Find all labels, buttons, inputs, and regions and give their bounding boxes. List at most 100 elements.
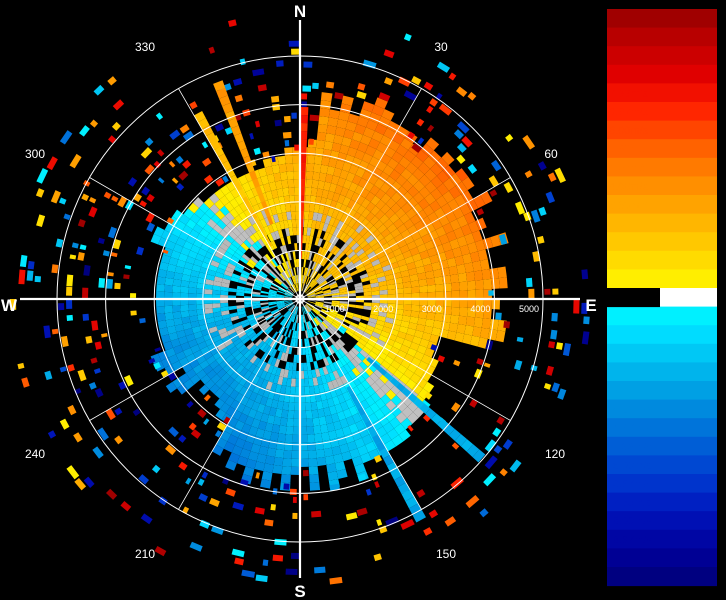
echo-cell	[340, 366, 348, 376]
legend-swatch	[607, 306, 717, 326]
echo-cell	[384, 208, 396, 219]
echo-cell	[312, 82, 319, 90]
echo-cell	[392, 132, 405, 145]
echo-cell	[248, 331, 257, 340]
echo-cell	[331, 300, 340, 304]
echo-cell	[327, 207, 335, 217]
echo-cell	[265, 345, 272, 355]
echo-cell	[288, 227, 294, 236]
echo-cell	[259, 396, 268, 406]
echo-cell	[331, 445, 342, 456]
echo-cell	[253, 435, 263, 446]
echo-cell	[251, 401, 260, 412]
echo-cell	[250, 320, 259, 327]
echo-cell	[216, 368, 227, 379]
echo-cell	[342, 318, 352, 325]
echo-cell	[278, 334, 284, 343]
echo-cell	[220, 306, 229, 312]
echo-cell	[283, 219, 289, 229]
echo-cell	[334, 126, 346, 137]
echo-cell	[289, 203, 296, 212]
echo-cell	[399, 244, 410, 254]
echo-cell	[302, 470, 309, 477]
echo-cell	[272, 554, 284, 562]
echo-cell	[289, 394, 295, 403]
echo-cell	[308, 311, 315, 320]
echo-cell	[306, 227, 312, 236]
echo-cell	[228, 243, 238, 252]
echo-cell	[279, 368, 286, 378]
echo-cell	[312, 212, 319, 221]
echo-cell	[406, 261, 416, 271]
echo-cell	[229, 389, 240, 400]
echo-cell	[239, 256, 249, 265]
echo-cell	[284, 295, 293, 298]
echo-cell	[268, 293, 277, 297]
echo-cell	[222, 350, 232, 360]
echo-cell	[214, 123, 225, 132]
echo-cell	[51, 328, 59, 335]
echo-cell	[318, 116, 329, 126]
echo-cell	[342, 234, 351, 244]
echo-cell	[230, 335, 240, 343]
echo-cell	[551, 312, 558, 322]
echo-cell	[197, 341, 208, 350]
echo-cell	[403, 235, 415, 245]
echo-cell	[399, 374, 411, 385]
echo-cell	[365, 266, 375, 274]
echo-cell	[423, 527, 433, 536]
echo-cell	[335, 340, 343, 349]
echo-cell	[332, 247, 341, 256]
echo-cell	[333, 420, 343, 431]
echo-cell	[256, 329, 265, 337]
echo-cell	[375, 398, 386, 410]
echo-cell	[267, 364, 275, 374]
echo-cell	[183, 208, 195, 220]
echo-cell	[354, 285, 364, 291]
echo-cell	[234, 195, 244, 206]
echo-cell	[173, 243, 184, 254]
echo-cell	[348, 423, 359, 434]
echo-cell	[378, 92, 391, 102]
echo-cell	[426, 277, 436, 286]
echo-cell	[240, 319, 249, 326]
echo-cell	[301, 306, 305, 315]
echo-cell	[431, 237, 442, 248]
echo-cell	[292, 338, 296, 347]
echo-cell	[481, 268, 491, 280]
echo-cell	[472, 326, 482, 338]
echo-cell	[272, 375, 280, 385]
echo-cell	[292, 496, 297, 503]
echo-cell	[267, 233, 274, 242]
echo-cell	[339, 289, 348, 293]
echo-cell	[303, 227, 308, 236]
echo-cell	[434, 244, 445, 255]
echo-cell	[361, 434, 373, 446]
echo-spoke	[240, 148, 250, 159]
echo-cell	[403, 304, 412, 311]
echo-cell	[398, 264, 409, 273]
echo-cell	[278, 264, 284, 273]
echo-cell	[548, 341, 556, 349]
echo-cell	[313, 327, 319, 336]
echo-cell	[364, 247, 374, 256]
echo-cell	[416, 243, 427, 254]
legend-swatch	[607, 343, 717, 363]
echo-cell	[318, 416, 327, 426]
echo-cell	[291, 313, 296, 322]
echo-cell	[453, 359, 461, 367]
echo-cell	[179, 214, 190, 225]
echo-spoke	[234, 181, 243, 192]
echo-cell	[285, 301, 293, 306]
echo-cell	[283, 261, 289, 270]
echo-cell	[127, 177, 138, 187]
echo-cell	[365, 201, 376, 212]
echo-cell	[435, 226, 447, 238]
echo-cell	[307, 219, 313, 228]
echo-cell	[352, 202, 361, 212]
echo-cell	[296, 275, 299, 284]
legend-label: -10.00m/s	[609, 572, 658, 584]
echo-cell	[387, 351, 397, 360]
echo-cell	[502, 439, 513, 450]
echo-cell	[286, 378, 292, 387]
